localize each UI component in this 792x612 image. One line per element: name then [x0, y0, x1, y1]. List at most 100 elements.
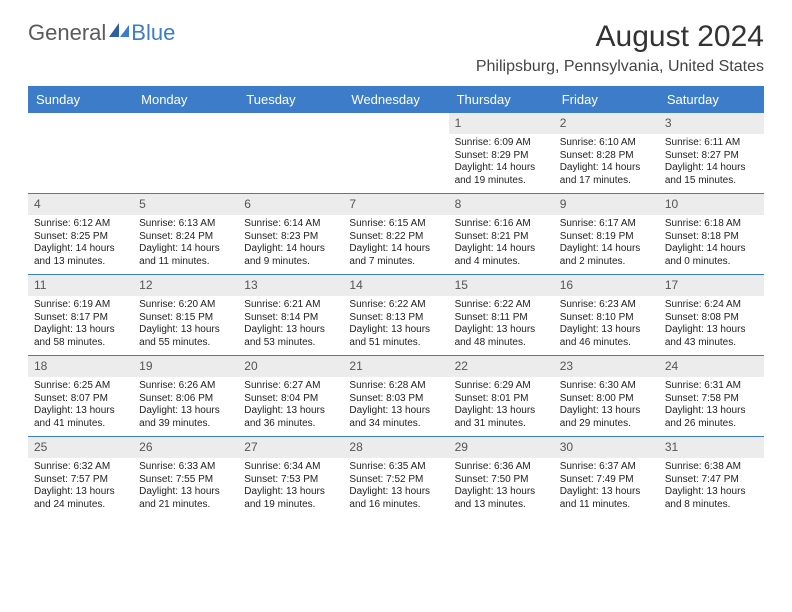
day-cell-body: Sunrise: 6:09 AMSunset: 8:29 PMDaylight:…	[449, 137, 554, 187]
day-info-line: Sunset: 8:24 PM	[139, 231, 232, 244]
day-cell: 4Sunrise: 6:12 AMSunset: 8:25 PMDaylight…	[28, 194, 133, 274]
day-number: 12	[133, 275, 238, 296]
day-info-line: Sunset: 8:27 PM	[665, 150, 758, 163]
day-info-line: Sunrise: 6:35 AM	[349, 461, 442, 474]
day-cell: 27Sunrise: 6:34 AMSunset: 7:53 PMDayligh…	[238, 437, 343, 517]
day-number: 19	[133, 356, 238, 377]
day-info-line: Daylight: 14 hours	[34, 243, 127, 256]
day-info-line: and 2 minutes.	[560, 256, 653, 269]
day-cell-body: Sunrise: 6:22 AMSunset: 8:13 PMDaylight:…	[343, 299, 448, 349]
weekday-label: Tuesday	[238, 86, 343, 113]
day-number: 6	[238, 194, 343, 215]
day-number: 27	[238, 437, 343, 458]
day-cell-body: Sunrise: 6:18 AMSunset: 8:18 PMDaylight:…	[659, 218, 764, 268]
day-info-line: and 15 minutes.	[665, 175, 758, 188]
day-info-line: and 53 minutes.	[244, 337, 337, 350]
day-info-line: Daylight: 13 hours	[349, 486, 442, 499]
day-info-line: Daylight: 14 hours	[665, 243, 758, 256]
day-info-line: Daylight: 13 hours	[455, 405, 548, 418]
day-info-line: Daylight: 13 hours	[455, 324, 548, 337]
day-info-line: Sunset: 8:08 PM	[665, 312, 758, 325]
day-cell	[343, 113, 448, 193]
day-cell: 16Sunrise: 6:23 AMSunset: 8:10 PMDayligh…	[554, 275, 659, 355]
day-info-line: Daylight: 14 hours	[560, 162, 653, 175]
day-info-line: and 9 minutes.	[244, 256, 337, 269]
weekday-label: Monday	[133, 86, 238, 113]
day-number: 13	[238, 275, 343, 296]
day-number: 31	[659, 437, 764, 458]
day-info-line: Sunset: 8:07 PM	[34, 393, 127, 406]
week-row: 25Sunrise: 6:32 AMSunset: 7:57 PMDayligh…	[28, 437, 764, 517]
weekday-label: Sunday	[28, 86, 133, 113]
day-number: 28	[343, 437, 448, 458]
day-cell-body: Sunrise: 6:19 AMSunset: 8:17 PMDaylight:…	[28, 299, 133, 349]
day-cell: 14Sunrise: 6:22 AMSunset: 8:13 PMDayligh…	[343, 275, 448, 355]
day-cell-body: Sunrise: 6:13 AMSunset: 8:24 PMDaylight:…	[133, 218, 238, 268]
day-cell-body: Sunrise: 6:36 AMSunset: 7:50 PMDaylight:…	[449, 461, 554, 511]
title-block: August 2024 Philipsburg, Pennsylvania, U…	[476, 20, 764, 76]
day-cell: 5Sunrise: 6:13 AMSunset: 8:24 PMDaylight…	[133, 194, 238, 274]
day-cell-body: Sunrise: 6:38 AMSunset: 7:47 PMDaylight:…	[659, 461, 764, 511]
day-info-line: Sunrise: 6:38 AM	[665, 461, 758, 474]
day-info-line: Sunrise: 6:33 AM	[139, 461, 232, 474]
logo-sail-icon	[109, 23, 129, 37]
day-number: 26	[133, 437, 238, 458]
day-info-line: and 21 minutes.	[139, 499, 232, 512]
day-info-line: Sunrise: 6:36 AM	[455, 461, 548, 474]
day-cell-body: Sunrise: 6:28 AMSunset: 8:03 PMDaylight:…	[343, 380, 448, 430]
day-number: 21	[343, 356, 448, 377]
weekday-label: Thursday	[449, 86, 554, 113]
weekday-label: Wednesday	[343, 86, 448, 113]
day-info-line: and 4 minutes.	[455, 256, 548, 269]
day-cell-body: Sunrise: 6:11 AMSunset: 8:27 PMDaylight:…	[659, 137, 764, 187]
day-number: 1	[449, 113, 554, 134]
day-cell-body: Sunrise: 6:10 AMSunset: 8:28 PMDaylight:…	[554, 137, 659, 187]
day-info-line: Sunrise: 6:25 AM	[34, 380, 127, 393]
day-cell: 10Sunrise: 6:18 AMSunset: 8:18 PMDayligh…	[659, 194, 764, 274]
day-info-line: and 11 minutes.	[560, 499, 653, 512]
day-cell: 21 Sunrise: 6:28 AMSunset: 8:03 PMDayligh…	[343, 356, 448, 436]
day-cell	[28, 113, 133, 193]
day-info-line: Sunrise: 6:14 AM	[244, 218, 337, 231]
day-info-line: Sunset: 8:28 PM	[560, 150, 653, 163]
day-info-line: Daylight: 13 hours	[34, 324, 127, 337]
day-info-line: Sunset: 7:47 PM	[665, 474, 758, 487]
day-cell: 26Sunrise: 6:33 AMSunset: 7:55 PMDayligh…	[133, 437, 238, 517]
day-info-line: Sunrise: 6:22 AM	[455, 299, 548, 312]
day-info-line: Daylight: 13 hours	[560, 324, 653, 337]
day-info-line: and 0 minutes.	[665, 256, 758, 269]
day-info-line: and 34 minutes.	[349, 418, 442, 431]
day-cell	[133, 113, 238, 193]
day-cell-body: Sunrise: 6:30 AMSunset: 8:00 PMDaylight:…	[554, 380, 659, 430]
day-info-line: and 29 minutes.	[560, 418, 653, 431]
day-info-line: Daylight: 13 hours	[139, 324, 232, 337]
day-number: 3	[659, 113, 764, 134]
day-cell	[238, 113, 343, 193]
day-info-line: Sunset: 7:58 PM	[665, 393, 758, 406]
day-cell: 31 Sunrise: 6:38 AMSunset: 7:47 PMDayligh…	[659, 437, 764, 517]
day-info-line: Sunrise: 6:12 AM	[34, 218, 127, 231]
day-info-line: Daylight: 13 hours	[244, 324, 337, 337]
day-info-line: Sunrise: 6:19 AM	[34, 299, 127, 312]
day-info-line: Sunset: 7:50 PM	[455, 474, 548, 487]
weeks-container: 1 Sunrise: 6:09 AMSunset: 8:29 PMDaylight…	[28, 113, 764, 517]
day-info-line: and 16 minutes.	[349, 499, 442, 512]
calendar-grid: Sunday Monday Tuesday Wednesday Thursday…	[28, 86, 764, 517]
day-cell-body: Sunrise: 6:14 AMSunset: 8:23 PMDaylight:…	[238, 218, 343, 268]
day-info-line: Daylight: 14 hours	[139, 243, 232, 256]
day-info-line: Sunset: 8:01 PM	[455, 393, 548, 406]
day-cell: 15Sunrise: 6:22 AMSunset: 8:11 PMDayligh…	[449, 275, 554, 355]
day-info-line: Sunset: 7:49 PM	[560, 474, 653, 487]
day-info-line: Sunset: 8:22 PM	[349, 231, 442, 244]
day-number	[28, 113, 133, 119]
day-number: 20	[238, 356, 343, 377]
day-info-line: Sunset: 8:18 PM	[665, 231, 758, 244]
day-info-line: Sunrise: 6:10 AM	[560, 137, 653, 150]
day-info-line: Sunset: 8:11 PM	[455, 312, 548, 325]
day-info-line: and 11 minutes.	[139, 256, 232, 269]
day-info-line: Sunrise: 6:30 AM	[560, 380, 653, 393]
day-cell: 20Sunrise: 6:27 AMSunset: 8:04 PMDayligh…	[238, 356, 343, 436]
day-number: 8	[449, 194, 554, 215]
day-cell-body: Sunrise: 6:32 AMSunset: 7:57 PMDaylight:…	[28, 461, 133, 511]
day-info-line: and 13 minutes.	[34, 256, 127, 269]
